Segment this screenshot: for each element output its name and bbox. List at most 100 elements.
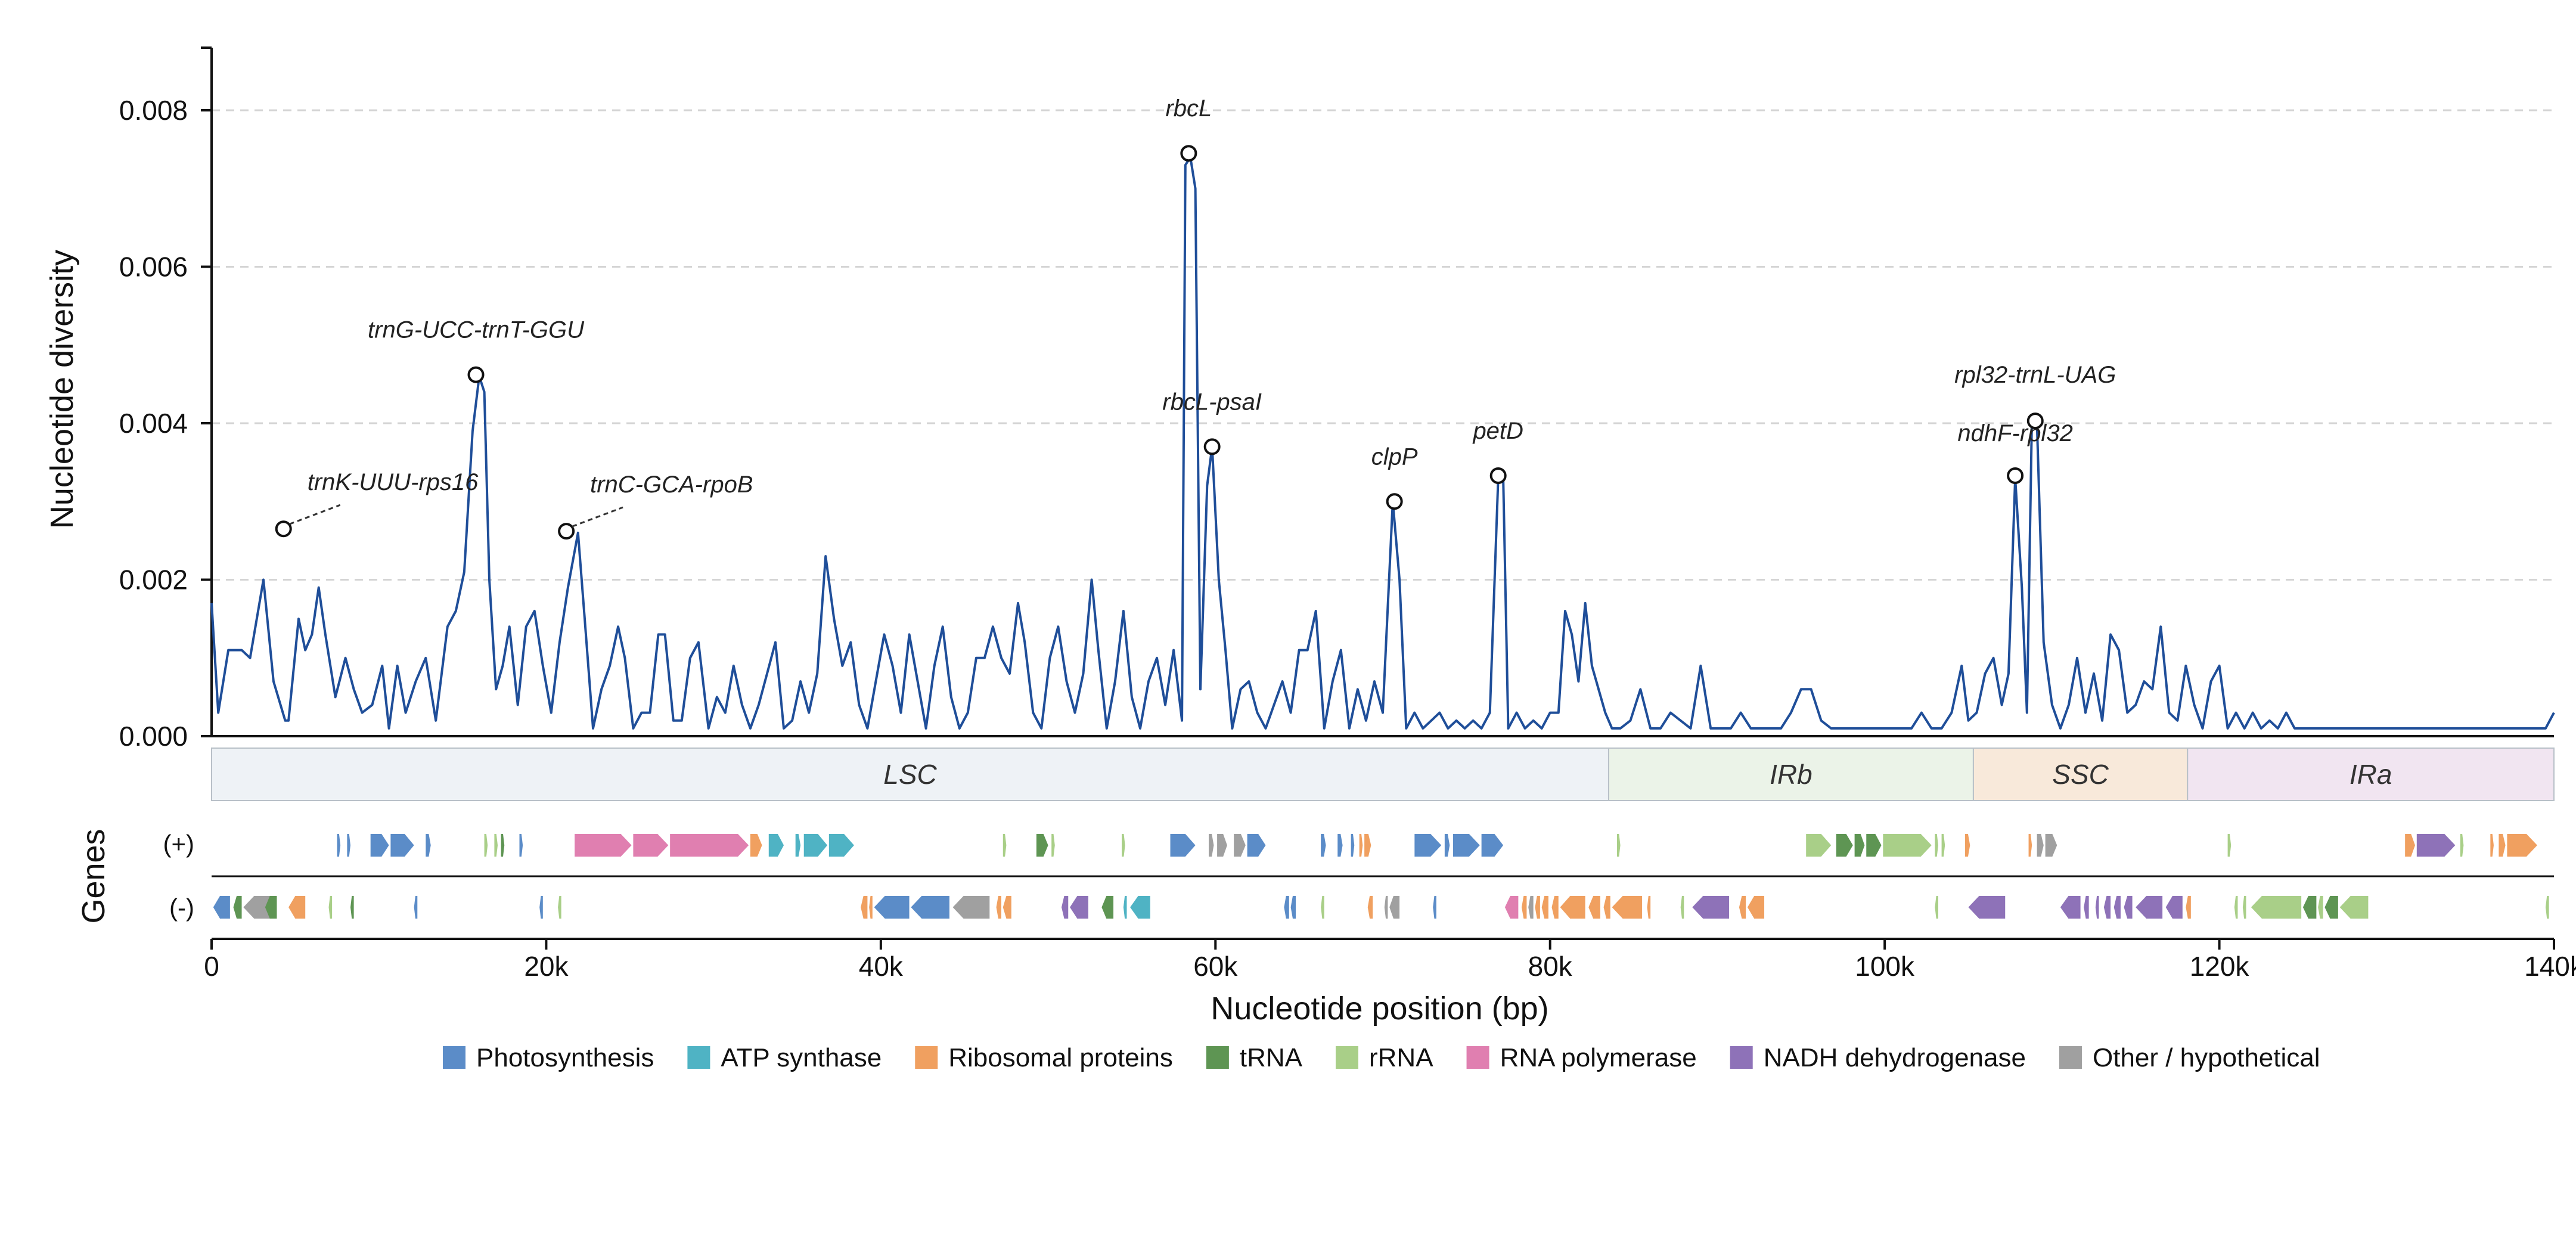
- gene-minus-strand: [1647, 896, 1651, 919]
- peak-leader-line: [572, 506, 623, 528]
- peak-label: trnG-UCC-trnT-GGU: [368, 317, 585, 343]
- gene-plus-strand: [1883, 834, 1932, 857]
- peak-marker: [1386, 493, 1403, 510]
- x-tick-label: 40k: [859, 951, 904, 982]
- region-track: LSC IRb SSC IRa: [211, 748, 2555, 801]
- gene-plus-strand: [1836, 834, 1853, 857]
- gene-plus-strand: [1217, 834, 1227, 857]
- gene-plus-strand: [1234, 834, 1246, 857]
- peak-label: rpl32-trnL-UAG: [1954, 362, 2116, 388]
- gene-plus-strand: [1453, 834, 1480, 857]
- region-label: IRb: [1770, 759, 1812, 790]
- gene-minus-strand: [1284, 896, 1289, 919]
- region-ssc: [1972, 748, 2189, 801]
- peak-label: petD: [1472, 418, 1523, 444]
- gene-minus-strand: [911, 896, 949, 919]
- peak-label: trnK-UUU-rps16: [308, 469, 479, 495]
- gene-plus-strand: [484, 834, 488, 857]
- gene-plus-strand: [1941, 834, 1945, 857]
- legend-swatch: [915, 1046, 938, 1069]
- y-tick-label: 0.002: [119, 565, 188, 596]
- gene-plus-strand: [803, 834, 828, 857]
- gene-plus-strand: [1036, 834, 1048, 857]
- peak-marker: [1489, 467, 1507, 484]
- legend-swatch: [1206, 1046, 1229, 1069]
- gene-minus-strand: [996, 896, 1001, 919]
- gene-plus-strand: [575, 834, 632, 857]
- gene-plus-strand: [2037, 834, 2044, 857]
- gene-minus-strand: [1384, 896, 1388, 919]
- gene-plus-strand: [1351, 834, 1355, 857]
- gene-minus-strand: [1321, 896, 1324, 919]
- peak-label: ndhF-rpl32: [1957, 420, 2072, 446]
- x-tick-label: 100k: [1855, 951, 1915, 982]
- gene-minus-strand: [2324, 896, 2338, 919]
- gene-plus-strand: [670, 834, 749, 857]
- gene-minus-strand: [874, 896, 910, 919]
- gene-minus-strand: [539, 896, 543, 919]
- genes-track-title: Genes: [76, 829, 111, 923]
- gene-minus-strand: [233, 896, 242, 919]
- region-label: SSC: [2052, 759, 2109, 790]
- gene-minus-strand: [1692, 896, 1730, 919]
- gene-minus-strand: [2103, 896, 2111, 919]
- y-tick-label: 0.008: [119, 95, 188, 126]
- gene-minus-strand: [2318, 896, 2323, 919]
- gene-minus-strand: [1123, 896, 1127, 919]
- gene-minus-strand: [2084, 896, 2089, 919]
- gene-plus-strand: [1209, 834, 1214, 857]
- x-tick-label: 0: [204, 951, 219, 982]
- gene-plus-strand: [1964, 834, 1970, 857]
- gene-plus-strand: [1854, 834, 1865, 857]
- gene-minus-strand: [350, 896, 354, 919]
- gene-minus-strand: [1389, 896, 1400, 919]
- gene-minus-strand: [1680, 896, 1684, 919]
- legend-swatch: [1336, 1046, 1358, 1069]
- peak-marker: [2026, 413, 2044, 430]
- peak-marker: [1180, 145, 1197, 162]
- gene-minus-strand: [2113, 896, 2121, 919]
- gene-minus-strand: [1535, 896, 1540, 919]
- legend-swatch: [687, 1046, 710, 1069]
- gene-minus-strand: [1747, 896, 1765, 919]
- diversity-plot-area: [210, 156, 2555, 730]
- gene-plus-strand: [2405, 834, 2416, 857]
- gene-minus-strand: [861, 896, 868, 919]
- gene-minus-strand: [1504, 896, 1519, 919]
- gene-minus-strand: [1551, 896, 1559, 919]
- gene-plus-strand: [1617, 834, 1621, 857]
- gene-minus-strand: [1521, 896, 1527, 919]
- gene-minus-strand: [2124, 896, 2133, 919]
- peak-marker: [275, 520, 292, 538]
- strand-minus-label: (-): [169, 894, 194, 922]
- gene-minus-strand: [2251, 896, 2302, 919]
- gene-minus-strand: [2339, 896, 2369, 919]
- gene-plus-strand: [828, 834, 854, 857]
- strand-plus-label: (+): [163, 830, 195, 858]
- legend-label: tRNA: [1240, 1043, 1303, 1072]
- gene-plus-strand: [2416, 834, 2456, 857]
- gene-minus-strand: [1003, 896, 1011, 919]
- gene-minus-strand: [1062, 896, 1069, 919]
- gene-minus-strand: [1290, 896, 1296, 919]
- gene-minus-strand: [1367, 896, 1373, 919]
- peak-label: clpP: [1371, 443, 1418, 470]
- gene-minus-strand: [1528, 896, 1534, 919]
- gene-plus-strand: [1003, 834, 1007, 857]
- legend-swatch: [443, 1046, 465, 1069]
- legend-swatch: [1466, 1046, 1489, 1069]
- peak-leader-line: [289, 504, 341, 525]
- peak-marker: [558, 523, 575, 540]
- gene-plus-strand: [2490, 834, 2494, 857]
- region-label: LSC: [883, 759, 937, 790]
- gene-minus-strand: [2302, 896, 2317, 919]
- gene-minus-strand: [869, 896, 873, 919]
- gene-minus-strand: [265, 896, 277, 919]
- gene-minus-strand: [2242, 896, 2246, 919]
- gene-track: [212, 834, 2554, 919]
- gene-plus-strand: [1170, 834, 1196, 857]
- gene-plus-strand: [1806, 834, 1832, 857]
- y-tick-label: 0.006: [119, 252, 188, 283]
- region-label: IRa: [2350, 759, 2392, 790]
- gene-plus-strand: [2045, 834, 2057, 857]
